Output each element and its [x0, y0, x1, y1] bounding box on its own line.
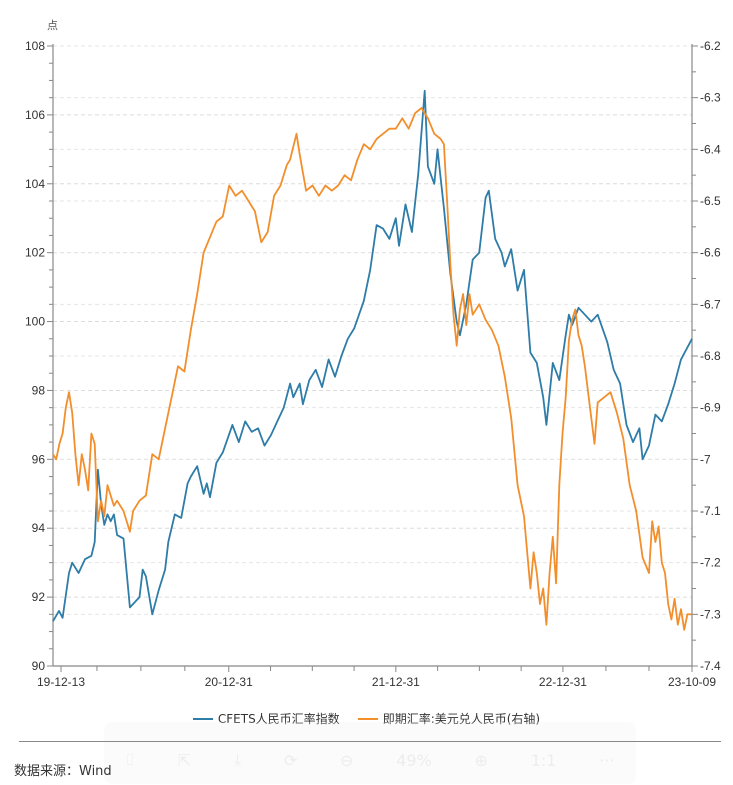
- y-right-tick-label: -7.3: [700, 607, 721, 621]
- y-left-tick-label: 106: [25, 108, 45, 122]
- more-icon[interactable]: ···: [599, 750, 615, 770]
- actual-size-icon[interactable]: 1:1: [530, 750, 557, 770]
- x-tick-label: 23-10-09: [668, 675, 716, 689]
- x-tick-label: 21-12-31: [372, 675, 420, 689]
- y-right-tick-label: -6.5: [700, 194, 721, 208]
- zoom-out-icon[interactable]: ⊖: [340, 750, 354, 770]
- x-tick-label: 19-12-13: [37, 675, 85, 689]
- y-left-tick-label: 94: [32, 521, 46, 535]
- y-right-tick-label: -6.2: [700, 39, 721, 53]
- x-tick-label: 22-12-31: [539, 675, 587, 689]
- y-right-tick-label: -6.8: [700, 349, 721, 363]
- legend-label-usdcny: 即期汇率:美元兑人民币(右轴): [382, 712, 541, 726]
- series-line-cfets: [52, 89, 693, 622]
- y-right-tick-label: -7.2: [700, 556, 721, 570]
- legend-swatch-cfets: [192, 717, 213, 720]
- y-right-tick-label: -7.4: [700, 659, 721, 673]
- y-left-tick-label: 102: [25, 246, 45, 260]
- legend-label-cfets: CFETS人民币汇率指数: [217, 712, 340, 726]
- zoom-in-icon[interactable]: ⊕: [474, 750, 488, 770]
- y-left-tick-label: 96: [32, 452, 46, 466]
- y-right-tick-label: -6.3: [700, 91, 721, 105]
- y-right-tick-label: -6.4: [700, 142, 721, 156]
- y-left-tick-label: 104: [25, 177, 45, 191]
- legend: CFETS人民币汇率指数 即期汇率:美元兑人民币(右轴): [0, 710, 733, 727]
- series-lines: [52, 89, 693, 631]
- image-viewer-toolbar: ⌷ ⇱ ⤓ ⟳ ⊖ 49% ⊕ 1:1 ···: [104, 722, 636, 784]
- y-left-tick-label: 98: [32, 383, 46, 397]
- y-right-tick-label: -6.6: [700, 246, 721, 260]
- y-right-tick-label: -6.7: [700, 297, 721, 311]
- chart: 点 90 92 94 96 98 100 102 104 106 108 -6.2 -6.3 -6.4 -…: [25, 19, 721, 689]
- grid: [53, 45, 692, 615]
- axes: 90 92 94 96 98 100 102 104 106 108 -6.2 -6.3 -6.4 -6.…: [25, 39, 721, 689]
- y-unit-label: 点: [47, 19, 58, 32]
- y-left-tick-label: 92: [32, 590, 46, 604]
- y-left-tick-label: 90: [32, 659, 46, 673]
- y-left-tick-label: 108: [25, 39, 45, 53]
- y-right-tick-label: -7: [700, 452, 711, 466]
- data-source: 数据来源：Wind: [14, 764, 112, 779]
- legend-swatch-usdcny: [357, 717, 378, 720]
- rotate-icon[interactable]: ⟳: [283, 750, 298, 770]
- series-line-usdcny: [52, 107, 692, 631]
- legend-item-usdcny[interactable]: 即期汇率:美元兑人民币(右轴): [357, 710, 541, 727]
- download-icon[interactable]: ⤓: [233, 750, 242, 769]
- footer-divider: [19, 741, 721, 742]
- share-icon[interactable]: ⇱: [177, 750, 192, 770]
- y-left-tick-label: 100: [25, 315, 45, 329]
- y-right-tick-label: -7.1: [700, 504, 721, 518]
- y-right-tick-label: -6.9: [700, 401, 721, 415]
- legend-item-cfets[interactable]: CFETS人民币汇率指数: [192, 710, 340, 727]
- ocr-icon[interactable]: ⌷: [125, 750, 135, 769]
- x-tick-label: 20-12-31: [205, 675, 253, 689]
- zoom-level: 49%: [396, 750, 432, 770]
